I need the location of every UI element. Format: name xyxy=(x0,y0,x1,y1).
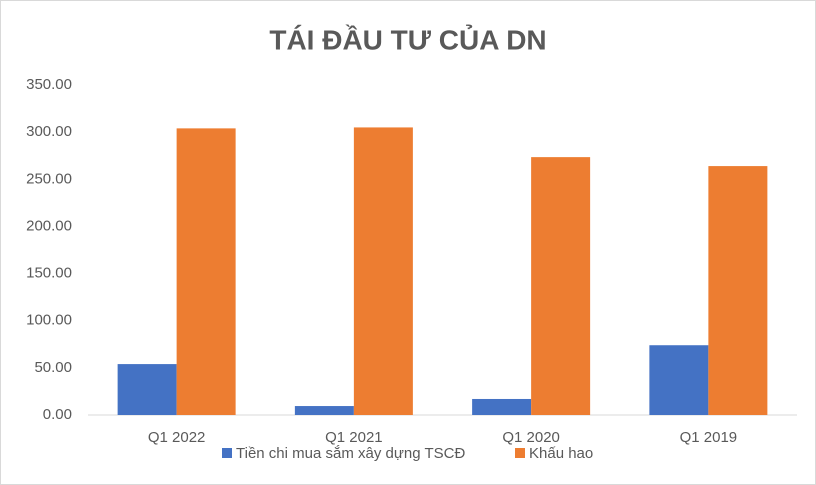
legend-swatch xyxy=(222,448,232,458)
legend-label: Tiền chi mua sắm xây dựng TSCĐ xyxy=(236,445,465,462)
bar xyxy=(176,128,236,415)
legend-swatch xyxy=(515,448,525,458)
bar xyxy=(649,345,709,415)
x-tick-label: Q1 2019 xyxy=(680,429,738,446)
bar xyxy=(117,364,177,415)
x-tick-label: Q1 2022 xyxy=(148,429,206,446)
legend-label: Khấu hao xyxy=(529,445,593,462)
y-tick-label: 50.00 xyxy=(34,359,72,376)
bar xyxy=(531,157,591,415)
bar xyxy=(708,166,768,415)
y-tick-label: 0.00 xyxy=(43,406,72,423)
y-tick-label: 100.00 xyxy=(26,312,72,329)
chart-title: TÁI ĐẦU TƯ CỦA DN xyxy=(269,23,546,55)
y-tick-label: 300.00 xyxy=(26,123,72,140)
y-tick-label: 250.00 xyxy=(26,170,72,187)
x-tick-label: Q1 2020 xyxy=(502,429,560,446)
bar xyxy=(353,127,413,415)
y-tick-label: 200.00 xyxy=(26,217,72,234)
bar xyxy=(294,406,354,415)
y-tick-label: 350.00 xyxy=(26,76,72,93)
bar xyxy=(472,398,532,415)
x-tick-label: Q1 2021 xyxy=(325,429,383,446)
y-tick-label: 150.00 xyxy=(26,265,72,282)
